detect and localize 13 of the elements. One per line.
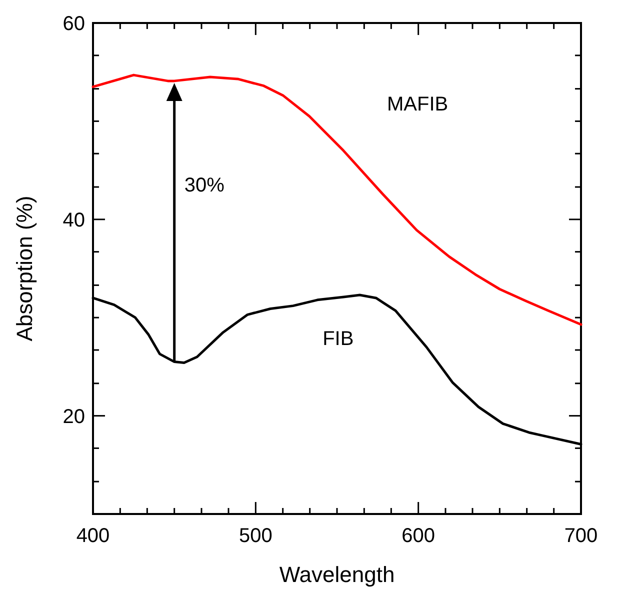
x-tick-label: 600	[402, 525, 436, 547]
x-tick-label: 700	[564, 525, 598, 547]
x-tick-label: 500	[238, 525, 272, 547]
y-tick-label: 40	[62, 209, 85, 232]
y-tick-label: 20	[62, 406, 85, 428]
y-tick-label: 60	[62, 13, 85, 35]
x-tick-label: 400	[76, 525, 110, 547]
text: MAFIB	[387, 94, 448, 116]
y-axis-title: Absorption (%)	[12, 196, 37, 342]
line-series	[92, 74, 582, 326]
annotation: 30%	[184, 174, 225, 196]
x-axis-title: Wavelength	[279, 562, 395, 587]
series-label: FIB	[322, 328, 354, 350]
